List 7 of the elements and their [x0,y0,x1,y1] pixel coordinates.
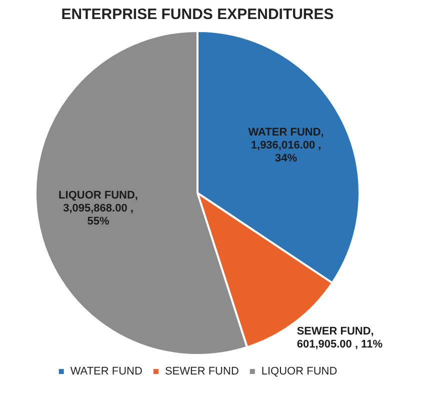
data-label: LIQUOR FUND, 3,095,868.00 , 55% [58,190,138,228]
data-label: WATER FUND, 1,936,016.00 , 34% [248,126,324,165]
chart-title: ENTERPRISE FUNDS EXPENDITURES [61,6,334,24]
data-label: SEWER FUND, 601,905.00 , 11% [296,325,383,350]
legend-label: SEWER FUND [164,366,239,378]
legend-label: LIQUOR FUND [261,366,338,378]
legend-label: WATER FUND [70,366,142,378]
